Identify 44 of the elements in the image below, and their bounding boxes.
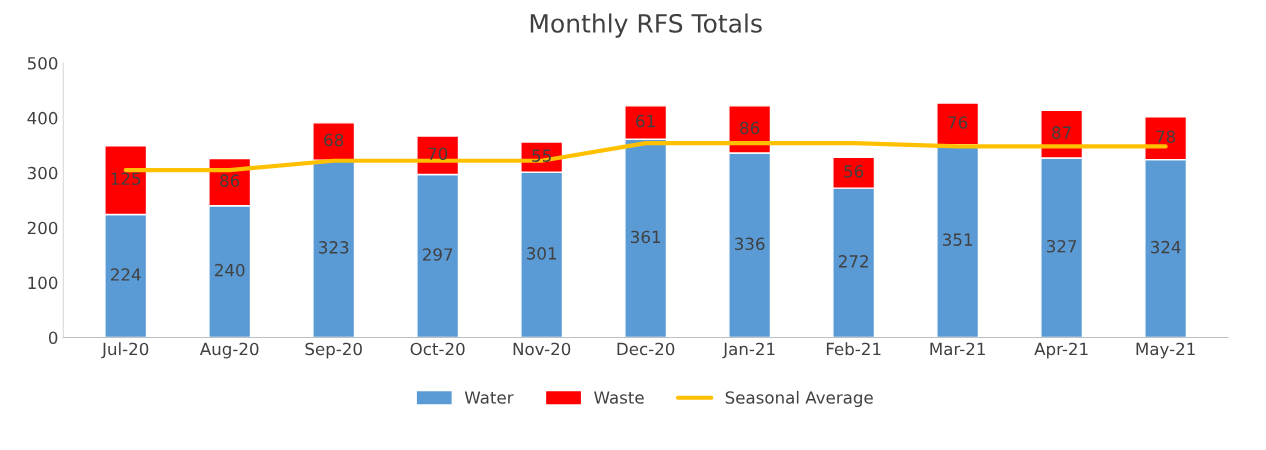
data-label: 86 <box>220 174 240 187</box>
bar <box>312 122 356 161</box>
x-tick-label: Sep-20 <box>305 342 362 359</box>
data-label: 324 <box>1150 240 1181 254</box>
data-label: 272 <box>838 255 868 268</box>
legend-label: Waste <box>594 391 644 404</box>
bar <box>936 102 980 146</box>
data-label: 125 <box>111 172 141 186</box>
y-tick-label: 200 <box>27 221 58 235</box>
x-tick-label: Aug-20 <box>199 342 259 359</box>
x-tick-label: Nov-20 <box>513 342 571 356</box>
x-tick-label: Dec-20 <box>617 342 675 356</box>
data-label: 336 <box>735 237 765 251</box>
data-label: 351 <box>943 233 973 246</box>
data-label: 297 <box>422 248 453 261</box>
x-tick-label: Apr-21 <box>1034 342 1088 359</box>
data-label: 61 <box>636 114 655 128</box>
data-label: 301 <box>527 247 557 260</box>
data-label: 240 <box>215 263 245 277</box>
x-tick-label: Mar-21 <box>930 342 985 356</box>
x-tick-label: May-21 <box>1136 342 1195 359</box>
y-tick-label: 300 <box>27 166 58 180</box>
data-label: 87 <box>1052 126 1071 139</box>
x-tick-label: Oct-20 <box>410 342 465 356</box>
data-label: 86 <box>740 121 760 135</box>
chart-title: Monthly RFS Totals <box>530 13 762 38</box>
data-label: 78 <box>1156 130 1176 144</box>
data-label: 68 <box>324 133 344 147</box>
data-label: 70 <box>428 147 448 161</box>
legend-label: Water <box>464 391 514 404</box>
legend-label: Seasonal Average <box>725 390 873 408</box>
data-label: 76 <box>948 116 968 129</box>
x-tick-label: Jul-20 <box>101 342 149 359</box>
y-tick-label: 500 <box>27 56 58 70</box>
y-tick-label: 100 <box>28 276 58 290</box>
y-tick-label: 0 <box>48 331 58 345</box>
data-label: 323 <box>319 241 349 254</box>
data-label: 361 <box>631 230 661 244</box>
y-tick-label: 400 <box>27 111 58 125</box>
data-label: 224 <box>111 268 141 281</box>
data-label: 56 <box>844 165 864 178</box>
data-label: 327 <box>1047 239 1077 253</box>
x-tick-label: Feb-21 <box>826 342 881 356</box>
x-tick-label: Jan-21 <box>722 342 775 359</box>
